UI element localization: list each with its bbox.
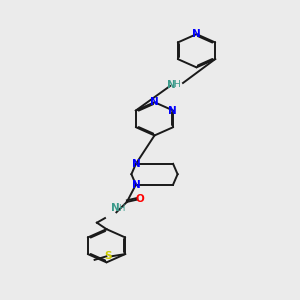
Text: S: S <box>104 251 112 261</box>
Text: N: N <box>192 29 201 39</box>
Text: N: N <box>111 203 119 213</box>
Text: N: N <box>131 159 140 169</box>
Text: H: H <box>173 80 179 89</box>
Text: N: N <box>167 80 176 90</box>
Text: N: N <box>168 106 177 116</box>
Text: N: N <box>131 180 140 190</box>
Text: O: O <box>135 194 144 204</box>
Text: N: N <box>149 97 158 107</box>
Text: H: H <box>118 204 124 213</box>
